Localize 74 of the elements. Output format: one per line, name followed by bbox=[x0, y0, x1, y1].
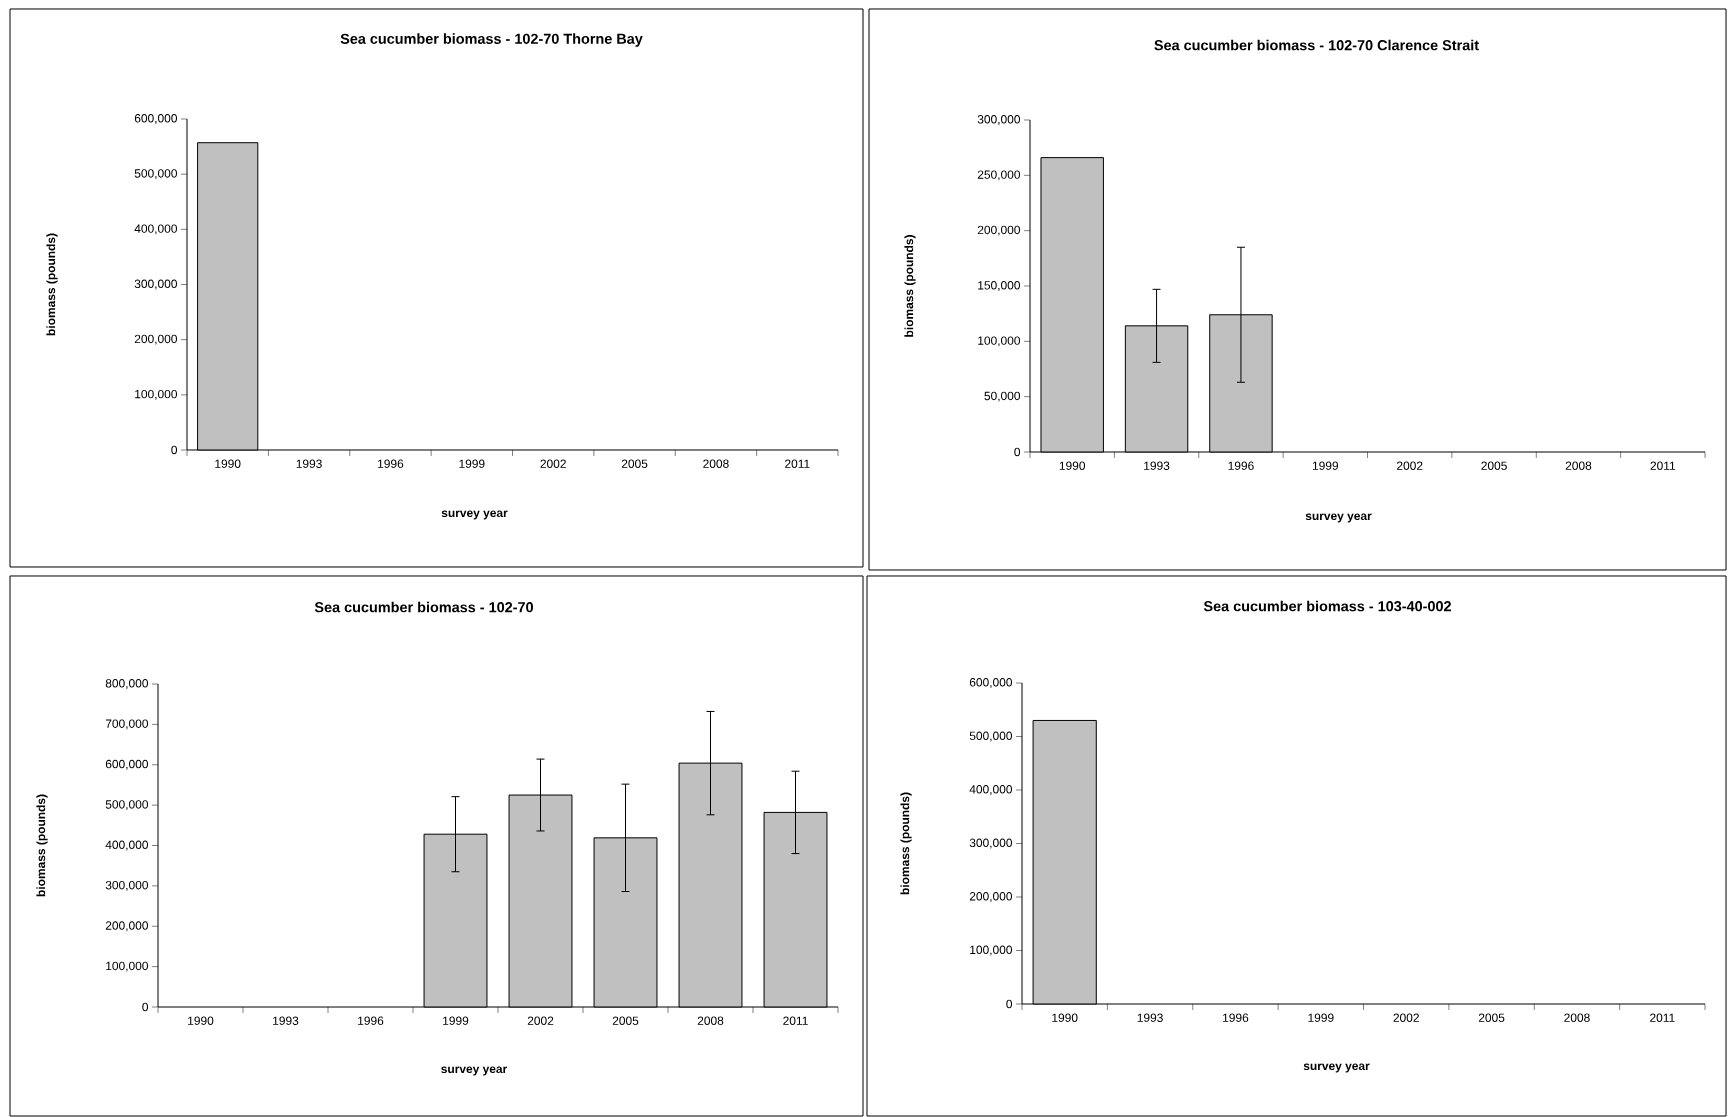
y-tick-label: 600,000 bbox=[105, 759, 149, 770]
y-tick-label: 200,000 bbox=[105, 921, 149, 932]
x-tick-label: 1993 bbox=[296, 459, 322, 468]
y-tick-label: 600,000 bbox=[134, 114, 178, 124]
y-tick-label: 200,000 bbox=[134, 334, 178, 345]
y-tick-label: 100,000 bbox=[978, 336, 1021, 347]
x-axis-title: survey year bbox=[441, 1066, 508, 1076]
y-tick-label: 100,000 bbox=[106, 961, 149, 972]
y-tick-label: 200,000 bbox=[969, 892, 1013, 902]
x-tick-label: 1999 bbox=[459, 459, 485, 468]
x-tick-label: 2002 bbox=[540, 459, 566, 468]
y-axis-title: biomass (pounds) bbox=[900, 792, 912, 895]
x-tick-label: 1999 bbox=[443, 1016, 469, 1025]
x-tick-label: 1999 bbox=[1312, 461, 1339, 470]
y-tick-label: 0 bbox=[1006, 999, 1013, 1009]
x-tick-label: 2002 bbox=[1393, 1013, 1419, 1022]
x-tick-label: 2005 bbox=[1481, 461, 1507, 470]
x-tick-label: 1990 bbox=[188, 1016, 214, 1025]
y-tick-label: 500,000 bbox=[134, 169, 178, 180]
y-axis-title: biomass (pounds) bbox=[904, 235, 916, 337]
y-tick-label: 400,000 bbox=[105, 840, 149, 851]
y-tick-label: 0 bbox=[142, 1002, 149, 1012]
y-tick-label: 300,000 bbox=[105, 880, 149, 891]
x-tick-label: 1993 bbox=[1137, 1013, 1163, 1022]
x-tick-label: 2008 bbox=[697, 1016, 724, 1025]
x-tick-label: 1990 bbox=[215, 459, 241, 468]
x-tick-label: 2002 bbox=[1397, 461, 1423, 470]
y-tick-label: 250,000 bbox=[977, 170, 1021, 181]
y-tick-label: 400,000 bbox=[969, 785, 1013, 795]
x-tick-label: 1996 bbox=[358, 1016, 384, 1025]
y-tick-label: 300,000 bbox=[969, 838, 1013, 849]
y-tick-label: 100,000 bbox=[970, 945, 1013, 956]
y-tick-label: 700,000 bbox=[105, 719, 149, 730]
x-tick-label: 2011 bbox=[1650, 1013, 1675, 1022]
y-tick-label: 500,000 bbox=[969, 731, 1013, 742]
x-tick-label: 2005 bbox=[1478, 1013, 1505, 1022]
x-tick-label: 2005 bbox=[621, 459, 648, 468]
x-tick-label: 2005 bbox=[612, 1016, 639, 1025]
x-tick-label: 2011 bbox=[783, 1016, 808, 1025]
x-tick-label: 2008 bbox=[703, 459, 729, 468]
x-tick-label: 1996 bbox=[1228, 461, 1254, 470]
x-tick-label: 2008 bbox=[1564, 1013, 1590, 1022]
x-tick-label: 2011 bbox=[1650, 461, 1676, 470]
x-tick-label: 1999 bbox=[1308, 1013, 1334, 1022]
x-axis-title: survey year bbox=[1305, 513, 1372, 523]
y-tick-label: 400,000 bbox=[134, 224, 178, 235]
y-tick-label: 500,000 bbox=[105, 800, 149, 811]
y-tick-label: 800,000 bbox=[105, 679, 149, 689]
x-tick-label: 1993 bbox=[273, 1016, 299, 1025]
x-tick-label: 1996 bbox=[1223, 1013, 1249, 1022]
y-tick-label: 300,000 bbox=[977, 115, 1021, 125]
chart-title: Sea cucumber biomass - 102-70 Thorne Bay bbox=[340, 33, 643, 47]
y-tick-label: 300,000 bbox=[134, 279, 178, 290]
y-axis-title: biomass (pounds) bbox=[46, 233, 58, 336]
x-tick-label: 2011 bbox=[785, 459, 810, 468]
x-tick-label: 1993 bbox=[1144, 461, 1170, 470]
y-tick-label: 200,000 bbox=[977, 225, 1021, 236]
y-tick-label: 600,000 bbox=[969, 678, 1013, 688]
y-tick-label: 100,000 bbox=[135, 389, 178, 400]
x-axis-title: survey year bbox=[1303, 1063, 1370, 1073]
x-tick-label: 2008 bbox=[1565, 461, 1592, 470]
y-tick-label: 0 bbox=[1014, 447, 1021, 457]
chart-title: Sea cucumber biomass - 103-40-002 bbox=[1203, 600, 1451, 612]
y-tick-label: 150,000 bbox=[978, 281, 1021, 291]
x-tick-label: 1996 bbox=[378, 459, 404, 468]
x-tick-label: 1990 bbox=[1052, 1013, 1078, 1022]
chart-title: Sea cucumber biomass - 102-70 bbox=[314, 601, 533, 613]
chart-title: Sea cucumber biomass - 102-70 Clarence Strait bbox=[1154, 39, 1479, 51]
x-tick-label: 1990 bbox=[1059, 461, 1086, 470]
y-tick-label: 0 bbox=[171, 445, 178, 455]
x-tick-label: 2002 bbox=[527, 1016, 554, 1025]
y-axis-title: biomass (pounds) bbox=[36, 794, 48, 897]
x-axis-title: survey year bbox=[441, 510, 508, 520]
y-tick-label: 50,000 bbox=[984, 391, 1021, 402]
